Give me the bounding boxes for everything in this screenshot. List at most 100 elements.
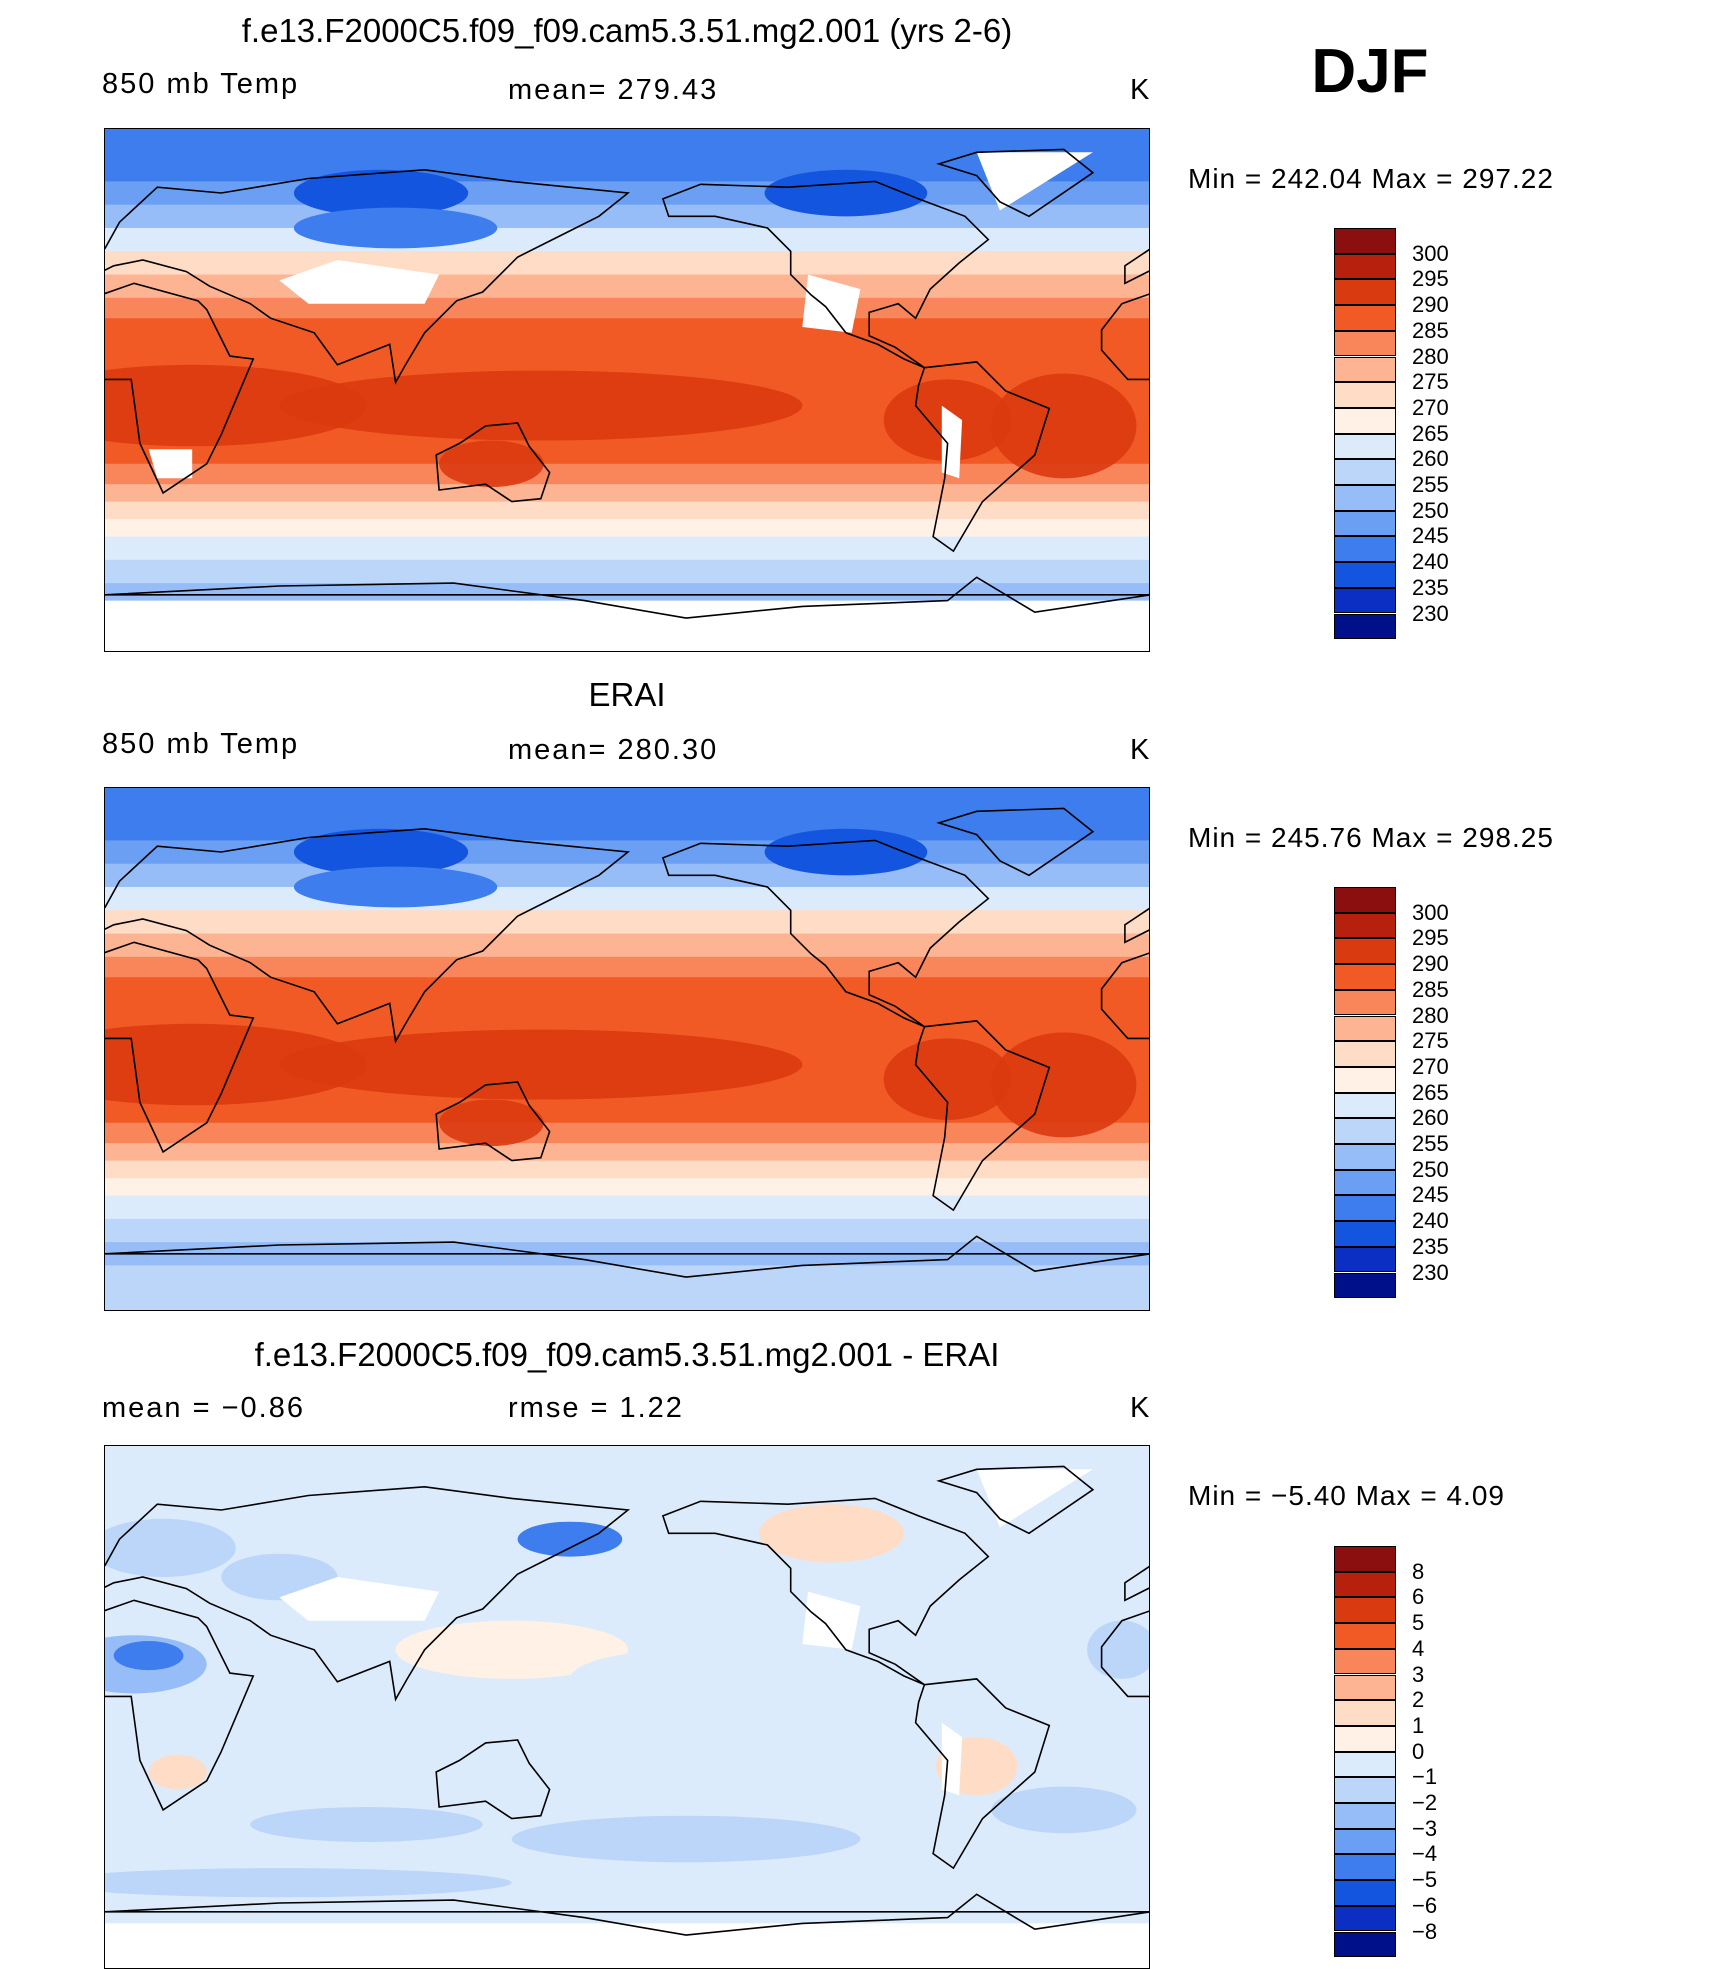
colorbar-label: 275: [1412, 1028, 1449, 1054]
coastline-antarctica: [105, 1893, 1149, 1936]
coastline-greenland: [936, 807, 1095, 877]
colorbar-label: −1: [1412, 1764, 1438, 1790]
panel-3-units: K: [1130, 1392, 1152, 1424]
colorbar-label: 300: [1412, 240, 1449, 266]
colorbar-swatch: [1334, 1597, 1396, 1624]
colorbar-label: 245: [1412, 523, 1449, 549]
colorbar-label: 270: [1412, 394, 1449, 420]
colorbar-swatch: [1334, 1221, 1396, 1247]
colorbar-swatch: [1334, 459, 1396, 485]
colorbar-label: 235: [1412, 1233, 1449, 1259]
colorbar-swatch: [1334, 1195, 1396, 1222]
coastline-antarctica: [105, 1235, 1149, 1278]
colorbar-label: 295: [1412, 925, 1449, 951]
colorbar-label: 285: [1412, 976, 1449, 1002]
colorbar-swatch: [1334, 510, 1396, 537]
colorbar-label: −3: [1412, 1815, 1438, 1841]
colorbar-swatch: [1334, 1041, 1396, 1067]
colorbar-swatch: [1334, 989, 1396, 1016]
colorbar-label: 250: [1412, 497, 1449, 523]
colorbar-swatch: [1334, 1751, 1396, 1778]
colorbar-label: 250: [1412, 1156, 1449, 1182]
colorbar-label: 275: [1412, 369, 1449, 395]
colorbar-swatch: [1334, 305, 1396, 331]
colorbar-swatch: [1334, 912, 1396, 939]
colorbar-label: −2: [1412, 1790, 1438, 1815]
panel-3-title: f.e13.F2000C5.f09_f09.cam5.3.51.mg2.001 …: [254, 1336, 1000, 1373]
colorbar-label: 240: [1412, 1208, 1449, 1234]
colorbar-swatch: [1334, 330, 1396, 357]
colorbar-label: 8: [1412, 1558, 1425, 1584]
colorbar-label: 235: [1412, 574, 1449, 600]
panel-1-title: f.e13.F2000C5.f09_f09.cam5.3.51.mg2.001 …: [241, 12, 1013, 49]
coastline-eurasia: [105, 1485, 1149, 1702]
panel-2-title: ERAI: [588, 676, 666, 713]
coastline-australia: [435, 422, 551, 503]
colorbar-label: 265: [1412, 1079, 1449, 1105]
colorbar-swatch: [1334, 1066, 1396, 1093]
colorbar-swatch: [1334, 1118, 1396, 1144]
panel-2-map: [104, 787, 1150, 1311]
panel-1-units: K: [1130, 74, 1152, 106]
colorbar-swatch: [1334, 1623, 1396, 1649]
coastline-eurasia: [105, 168, 1149, 385]
panel-3-rmse-label: rmse = 1.22: [508, 1392, 684, 1424]
coastline-africa: [105, 1599, 1149, 1812]
panel-2-units: K: [1130, 734, 1152, 766]
colorbar-label: −5: [1412, 1867, 1438, 1893]
coastline-namerica: [661, 839, 990, 1028]
colorbar-label: 240: [1412, 549, 1449, 575]
colorbar-label: 270: [1412, 1053, 1449, 1079]
colorbar-swatch: [1334, 1931, 1396, 1958]
panel-2-mean-label: mean= 280.30: [508, 734, 719, 766]
colorbar-label: 260: [1412, 1105, 1449, 1131]
colorbar-swatch: [1334, 356, 1396, 383]
coastline-australia: [435, 1739, 551, 1820]
panel-1-mean-label: mean= 279.43: [508, 74, 719, 106]
colorbar-swatch: [1334, 1777, 1396, 1803]
panel-1-map: [104, 128, 1150, 652]
colorbar-swatch: [1334, 1880, 1396, 1906]
colorbar-label: 2: [1412, 1687, 1425, 1713]
colorbar-swatch: [1334, 1571, 1396, 1598]
colorbar-label: 285: [1412, 317, 1449, 343]
colorbar-swatch: [1334, 228, 1396, 254]
season-label: DJF: [1311, 37, 1429, 106]
coastline-samerica: [914, 361, 1051, 553]
coastline-samerica: [914, 1678, 1051, 1870]
panel-3-min-max: Min = −5.40 Max = 4.09: [1188, 1480, 1505, 1511]
colorbar-label: 3: [1412, 1661, 1425, 1687]
panel-3-map: [104, 1445, 1150, 1969]
colorbar-swatch: [1334, 1144, 1396, 1170]
colorbar-swatch: [1334, 1803, 1396, 1829]
panel-3-mean-label: mean = −0.86: [102, 1392, 305, 1424]
colorbar-swatch: [1334, 1092, 1396, 1119]
colorbar-swatch: [1334, 1015, 1396, 1042]
coastline-namerica: [661, 1497, 990, 1686]
coastline-greenland: [936, 1465, 1095, 1535]
colorbar-label: 290: [1412, 292, 1449, 318]
colorbar-swatch: [1334, 1674, 1396, 1701]
colorbar-swatch: [1334, 536, 1396, 563]
coastline-africa: [105, 282, 1149, 495]
colorbar-swatch: [1334, 253, 1396, 280]
colorbar-swatch: [1334, 485, 1396, 511]
colorbar-swatch: [1334, 407, 1396, 434]
colorbar-label: 230: [1412, 600, 1449, 626]
panel-1-min-max: Min = 242.04 Max = 297.22: [1188, 163, 1554, 194]
coastline-australia: [435, 1081, 551, 1162]
colorbar-swatch: [1334, 562, 1396, 588]
colorbar-label: 1: [1412, 1712, 1425, 1738]
map-field: [105, 788, 1149, 1310]
colorbar-label: −4: [1412, 1841, 1438, 1867]
panel-2-variable-label: 850 mb Temp: [102, 728, 300, 760]
colorbar-label: 265: [1412, 420, 1449, 446]
colorbar-label: 300: [1412, 899, 1449, 925]
colorbar-label: 4: [1412, 1635, 1425, 1661]
coastline-namerica: [661, 180, 990, 369]
coastline-greenland: [936, 148, 1095, 218]
colorbar-swatch: [1334, 1700, 1396, 1726]
panel-2-min-max: Min = 245.76 Max = 298.25: [1188, 822, 1554, 853]
colorbar-label: −8: [1412, 1918, 1438, 1944]
colorbar-label: 280: [1412, 343, 1449, 369]
